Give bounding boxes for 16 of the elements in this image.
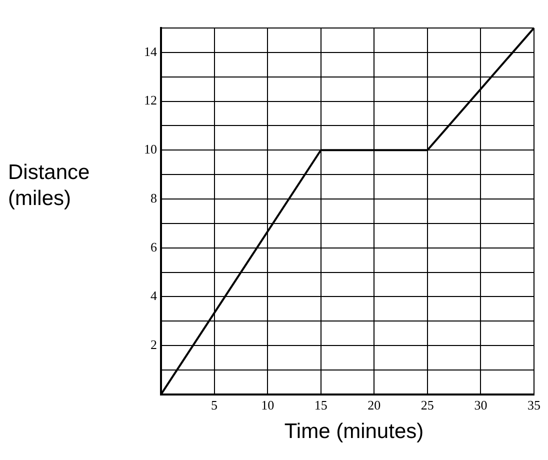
- y-tick-label: 12: [144, 92, 157, 108]
- y-tick-label: 2: [150, 336, 157, 352]
- x-tick-label: 25: [420, 398, 434, 413]
- x-tick-label: 5: [211, 398, 218, 413]
- x-tick-label: 15: [314, 398, 328, 413]
- y-axis-title: Distance (miles): [8, 160, 91, 212]
- x-axis-title: Time (minutes): [283, 420, 425, 444]
- x-tick-label: 30: [474, 398, 488, 413]
- x-tick-label: 35: [528, 398, 540, 413]
- y-tick-label: 6: [150, 239, 158, 254]
- y-tick-label: 4: [150, 288, 158, 304]
- y-tick-label: 8: [150, 190, 157, 206]
- y-tick-label: 10: [144, 142, 157, 157]
- y-tick-label: 14: [144, 44, 158, 59]
- x-tick-label: 20: [368, 398, 381, 413]
- x-tick-label: 10: [261, 398, 274, 413]
